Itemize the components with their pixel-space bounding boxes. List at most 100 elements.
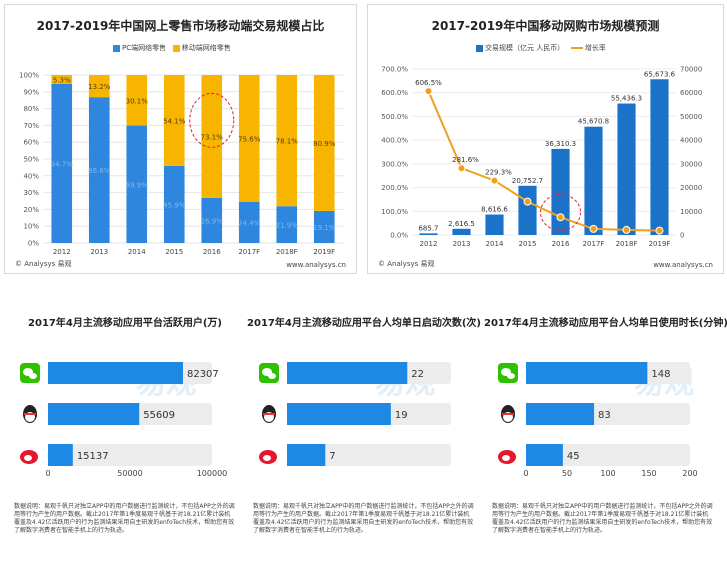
x-tick-label: 50 <box>562 469 572 478</box>
x-tick-label: 2017F <box>583 240 605 248</box>
y-tick-label: 400.0% <box>381 137 408 145</box>
y-tick-label: 60% <box>23 139 39 147</box>
legend: PC端网络零售 移动端网络零售 <box>113 43 231 53</box>
bar-pc <box>313 210 335 243</box>
highlight-ellipse <box>540 193 581 231</box>
wechat-icon-bubble <box>29 373 37 379</box>
bar-value <box>48 362 183 384</box>
x-tick-label: 2016 <box>203 248 221 256</box>
footer-url: www.analysys.cn <box>653 261 713 269</box>
x-tick-label: 2015 <box>519 240 537 248</box>
data-label: 54.1% <box>163 117 186 125</box>
x-tick-label: 2012 <box>420 240 438 248</box>
combo-chart: 0.0% 0 100.0% 10000 200.0% 20000 300.0% 30000 40… <box>381 66 702 249</box>
data-label: 80.9% <box>313 140 336 148</box>
growth-label: 229.3% <box>485 169 512 177</box>
bar-market-size <box>485 214 504 235</box>
footer-source: © Analysys 易观 <box>15 260 72 268</box>
chart-title: 2017-2019年中国网上零售市场移动端交易规模占比 <box>36 19 325 33</box>
y-tick-label: 40% <box>23 172 39 180</box>
data-label: 2,616.5 <box>448 220 475 228</box>
x-tick-label: 2013 <box>453 240 471 248</box>
data-note: 数据说明：易观千帆只对独立APP中的用户数据进行监测统计，不包括APP之外的调用… <box>492 503 713 534</box>
x-tick-label: 0 <box>523 469 528 478</box>
data-note: 数据说明：易观千帆只对独立APP中的用户数据进行监测统计，不包括APP之外的调用… <box>14 503 235 534</box>
x-tick-label: 150 <box>641 469 656 478</box>
growth-label: 606.5% <box>415 79 442 87</box>
weibo-icon-eye <box>263 455 271 461</box>
bar-pc <box>126 125 148 243</box>
y-tick-label: 10% <box>23 223 39 231</box>
legend: 交易规模（亿元 人民币） 增长率 <box>476 43 606 53</box>
data-label: 45.9% <box>163 201 186 209</box>
data-label: 26.9% <box>201 217 224 225</box>
data-label: 45 <box>567 451 580 462</box>
chart-panel-usage-time: 易观 2017年4月主流移动应用平台人均单日使用时长(分钟) 148834505… <box>484 300 727 570</box>
qq-icon-scarf <box>24 413 36 415</box>
x-tick-label: 100000 <box>197 469 228 478</box>
y-tick-label: 70% <box>23 122 39 130</box>
data-label: 65,673.6 <box>644 70 676 78</box>
y2-tick-label: 60000 <box>680 89 702 97</box>
legend-label: 交易规模（亿元 人民币） <box>485 44 565 52</box>
wechat-icon-bubble <box>507 373 515 379</box>
data-label: 19.1% <box>313 224 336 232</box>
y-tick-label: 0.0% <box>390 232 408 240</box>
bar-value <box>526 362 648 384</box>
growth-point <box>424 87 433 96</box>
data-label: 8,616.6 <box>481 206 508 214</box>
data-label: 78.1% <box>276 138 299 146</box>
bar-track <box>48 444 212 466</box>
data-label: 75.6% <box>238 136 261 144</box>
x-tick-label: 2018F <box>616 240 638 248</box>
bar-value <box>287 444 326 466</box>
x-tick-label: 2016 <box>552 240 570 248</box>
legend-label: 增长率 <box>584 44 606 52</box>
data-label: 22 <box>411 369 424 380</box>
y-tick-label: 100% <box>19 72 39 80</box>
x-tick-label: 2019F <box>649 240 671 248</box>
x-tick-label: 2015 <box>165 248 183 256</box>
y2-tick-label: 50000 <box>680 113 702 121</box>
data-label: 86.8% <box>88 167 111 175</box>
bar-pc <box>51 83 73 244</box>
y-tick-label: 80% <box>23 105 39 113</box>
data-label: 24.4% <box>238 220 261 228</box>
data-label: 15137 <box>77 451 109 462</box>
data-label: 94.7% <box>51 160 74 168</box>
y2-tick-label: 30000 <box>680 160 702 168</box>
hbar-chart: 82307 55609 15137 0 50000 100000 <box>20 362 228 478</box>
bar-pc <box>201 197 223 243</box>
y-tick-label: 30% <box>23 189 39 197</box>
y-tick-label: 100.0% <box>381 208 408 216</box>
growth-point <box>655 226 664 235</box>
weibo-icon-eye <box>24 455 32 461</box>
y-tick-label: 300.0% <box>381 160 408 168</box>
bar-track <box>526 444 690 466</box>
bar-mobile <box>276 75 298 207</box>
x-tick-label: 2018F <box>276 248 298 256</box>
y2-tick-label: 0 <box>680 232 684 240</box>
hbar-chart: 148 83 45 0 50 100 150 200 <box>498 362 698 478</box>
y-tick-label: 200.0% <box>381 184 408 192</box>
growth-line <box>427 90 660 232</box>
x-tick-label: 2019F <box>313 248 335 256</box>
growth-point <box>457 164 466 173</box>
data-label: 36,310.3 <box>545 140 576 148</box>
legend-line <box>570 47 583 49</box>
chart-title: 2017年4月主流移动应用平台人均单日启动次数(次) <box>247 318 481 329</box>
y-tick-label: 50% <box>23 156 39 164</box>
growth-point <box>556 213 565 222</box>
x-tick-label: 100 <box>600 469 615 478</box>
bar-track <box>287 444 451 466</box>
bar-pc <box>238 202 260 243</box>
data-label: 685.7 <box>418 224 438 232</box>
y-tick-label: 20% <box>23 206 39 214</box>
bar-mobile <box>88 75 110 98</box>
growth-point <box>622 225 631 234</box>
y-tick-label: 90% <box>23 88 39 96</box>
data-label: 30.1% <box>126 97 149 105</box>
legend-label: 移动端网络零售 <box>181 44 231 52</box>
y2-tick-label: 70000 <box>680 66 702 74</box>
